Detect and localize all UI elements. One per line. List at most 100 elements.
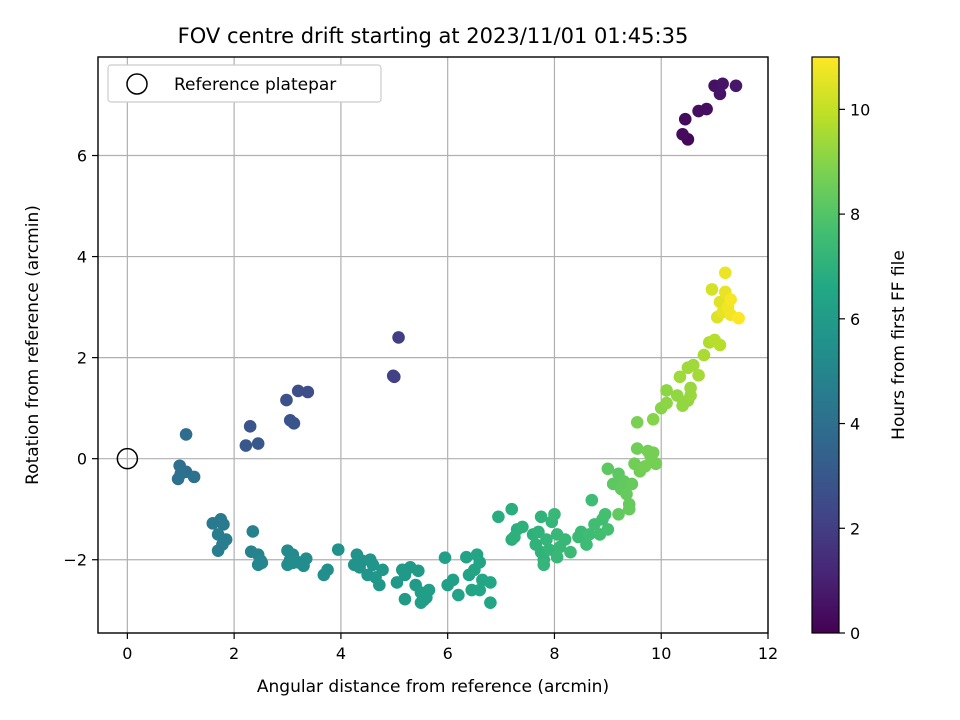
scatter-point: [620, 487, 633, 501]
scatter-point: [390, 576, 404, 589]
scatter-point: [251, 437, 265, 450]
x-tick-label: 10: [651, 644, 671, 663]
scatter-point: [638, 459, 652, 473]
scatter-point: [558, 533, 572, 546]
chart-title: FOV centre drift starting at 2023/11/01 …: [178, 24, 689, 48]
scatter-point: [422, 583, 436, 597]
scatter-point: [713, 338, 727, 352]
x-axis-label: Angular distance from reference (arcmin): [257, 677, 609, 697]
scatter-point: [353, 561, 366, 574]
x-tick-label: 6: [443, 644, 453, 663]
scatter-point: [718, 266, 732, 280]
scatter-point: [392, 331, 405, 344]
scatter-point: [301, 385, 315, 399]
scatter-point: [678, 112, 692, 126]
scatter-point: [291, 384, 305, 398]
x-tick-label: 8: [549, 644, 559, 663]
scatter-point: [187, 470, 201, 484]
scatter-point: [532, 525, 545, 539]
axes: 0 2 4 6 8 10 12 −2 0 2 4 6: [63, 56, 778, 663]
scatter-point: [280, 393, 293, 407]
scatter-point: [564, 545, 577, 559]
scatter-point: [630, 442, 644, 455]
scatter-point: [217, 518, 230, 531]
scatter-point: [649, 457, 663, 471]
scatter-point: [287, 417, 301, 430]
scatter-point: [179, 428, 193, 441]
scatter-point: [598, 507, 612, 521]
scatter-point: [673, 370, 687, 384]
scatter-point: [286, 556, 300, 570]
x-tick-label: 4: [336, 644, 346, 663]
colorbar-tick-label: 4: [850, 415, 860, 434]
scatter-point: [243, 420, 257, 433]
colorbar-tick-label: 0: [850, 624, 860, 643]
plot-frame: [97, 56, 769, 634]
scatter-point: [612, 507, 625, 521]
scatter-point: [686, 358, 700, 372]
scatter-point: [716, 77, 729, 91]
scatter-point: [412, 564, 425, 578]
scatter-point: [550, 550, 564, 564]
scatter-point: [331, 543, 345, 556]
scatter-point: [505, 502, 519, 516]
scatter-point: [700, 102, 713, 116]
scatter-point: [446, 573, 460, 587]
scatter-point: [548, 507, 561, 521]
scatter-point: [684, 389, 697, 402]
scatter-point: [540, 533, 553, 546]
colorbar: 0 2 4 6 8 10: [811, 56, 870, 643]
scatter-point: [255, 556, 269, 570]
x-tick-label: 0: [122, 644, 132, 663]
scatter-points: [116, 77, 745, 609]
scatter-point: [398, 592, 412, 606]
x-tick-label: 12: [758, 644, 778, 663]
grid: [98, 57, 769, 633]
legend-box: [107, 64, 382, 103]
y-tick-label: −2: [63, 551, 87, 570]
scatter-point: [705, 283, 719, 296]
scatter-point: [452, 588, 465, 602]
scatter-point: [625, 477, 639, 491]
scatter-point: [630, 416, 644, 429]
scatter-point: [438, 551, 452, 565]
x-tick-label: 2: [229, 644, 239, 663]
scatter-point: [641, 444, 655, 458]
colorbar-tick-label: 8: [850, 205, 860, 224]
scatter-point: [321, 563, 334, 577]
colorbar-tick-label: 6: [850, 310, 860, 329]
y-tick-label: 4: [77, 248, 87, 267]
scatter-point: [713, 87, 727, 101]
scatter-point: [732, 311, 745, 325]
scatter-point: [697, 348, 711, 362]
scatter-point: [601, 462, 615, 476]
colorbar-gradient: [811, 56, 840, 634]
scatter-point: [585, 493, 599, 507]
scatter-point: [537, 558, 551, 572]
colorbar-label: Hours from first FF file: [889, 250, 909, 440]
scatter-point: [373, 578, 386, 592]
legend-label-reference: Reference platepar: [174, 75, 336, 95]
scatter-point: [239, 439, 253, 452]
scatter-point: [484, 596, 497, 609]
y-tick-label: 0: [77, 450, 87, 469]
scatter-point: [729, 79, 743, 93]
legend: Reference platepar: [107, 64, 382, 103]
scatter-point: [484, 576, 497, 589]
scatter-point: [460, 550, 473, 564]
colorbar-tick-label: 2: [850, 519, 860, 538]
scatter-point: [582, 528, 596, 541]
scatter-point: [660, 396, 673, 410]
scatter-point: [246, 525, 260, 538]
scatter-point: [724, 293, 737, 306]
y-axis-label: Rotation from reference (arcmin): [23, 205, 43, 485]
scatter-point: [492, 510, 505, 524]
scatter-point: [670, 389, 684, 402]
scatter-point: [516, 520, 529, 534]
scatter-point: [211, 544, 225, 557]
scatter-point: [508, 530, 521, 544]
scatter-point: [473, 555, 487, 569]
scatter-point: [542, 543, 556, 556]
scatter-point: [622, 502, 636, 516]
